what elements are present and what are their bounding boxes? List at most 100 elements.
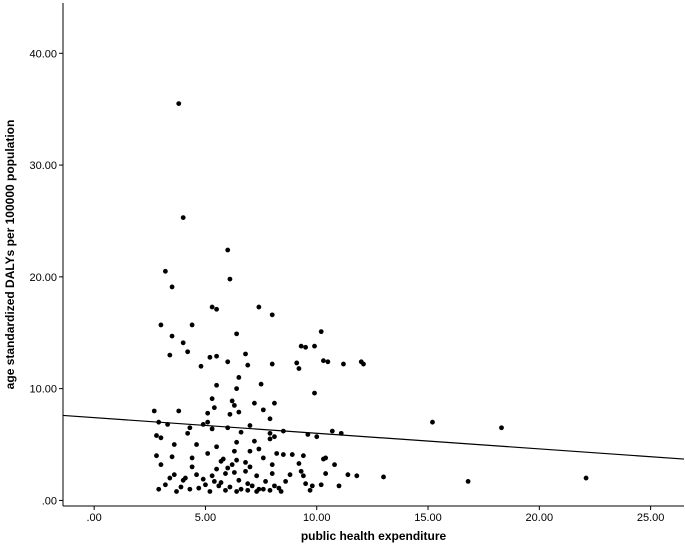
data-point: [178, 484, 184, 490]
data-point: [307, 487, 313, 493]
data-point: [234, 331, 240, 337]
data-point: [214, 306, 219, 312]
data-point: [303, 481, 309, 487]
data-point: [169, 333, 175, 339]
data-point: [294, 360, 300, 366]
data-point: [196, 485, 202, 491]
data-point: [354, 473, 360, 479]
data-point: [465, 479, 471, 484]
data-point: [185, 430, 191, 436]
data-point: [300, 473, 306, 479]
data-point: [323, 471, 329, 476]
data-point: [227, 484, 233, 490]
data-point: [267, 436, 273, 442]
data-point: [207, 489, 213, 494]
data-point: [207, 354, 213, 360]
data-point: [260, 455, 266, 461]
data-point: [225, 425, 231, 431]
data-point: [234, 439, 240, 445]
y-tick-label: 40.00: [29, 48, 57, 60]
data-point: [336, 483, 342, 489]
data-point: [323, 455, 329, 461]
data-point: [218, 458, 224, 464]
data-point: [151, 408, 157, 414]
data-point: [167, 352, 173, 358]
data-point: [180, 215, 186, 221]
data-point: [200, 422, 206, 427]
data-point: [280, 452, 286, 457]
data-point: [169, 454, 175, 460]
data-point: [252, 400, 257, 406]
y-axis-title: age standardized DALYs per 100000 popula…: [3, 120, 17, 390]
data-point: [298, 468, 304, 474]
data-point: [318, 329, 324, 335]
data-point: [287, 472, 293, 478]
data-point: [312, 343, 317, 349]
data-point: [321, 358, 326, 364]
data-point: [165, 422, 171, 427]
data-point: [247, 448, 253, 454]
data-point: [236, 375, 242, 380]
data-point: [171, 472, 177, 478]
data-point: [298, 343, 304, 349]
data-point: [158, 462, 164, 468]
data-point: [296, 366, 302, 371]
x-tick-label: 5.00: [195, 512, 216, 524]
data-point: [272, 483, 277, 489]
data-point: [194, 442, 199, 447]
data-point: [314, 434, 320, 440]
data-point: [200, 476, 206, 482]
data-point: [214, 382, 219, 388]
data-point: [189, 455, 195, 461]
data-point: [154, 433, 159, 438]
data-point: [229, 462, 235, 468]
data-point: [209, 473, 215, 479]
data-point: [256, 486, 262, 492]
x-axis-ticks: .00 5.00 10.00 15.00 20.00 25.00: [87, 506, 665, 524]
data-point: [227, 411, 233, 417]
data-point: [236, 409, 242, 415]
data-point: [260, 407, 266, 413]
data-point: [162, 268, 168, 274]
data-point: [225, 465, 231, 471]
data-point: [345, 472, 351, 478]
data-point: [231, 448, 237, 454]
data-point: [223, 471, 228, 476]
data-point: [209, 396, 215, 402]
data-point: [272, 434, 277, 440]
data-point: [272, 400, 277, 406]
data-point: [227, 276, 233, 282]
data-point: [203, 482, 208, 488]
data-point: [171, 442, 177, 447]
x-tick-label: .00: [87, 512, 102, 524]
data-point: [329, 428, 335, 434]
data-point: [499, 425, 504, 431]
data-point: [252, 438, 257, 444]
data-point: [245, 362, 251, 368]
data-point: [274, 451, 280, 456]
x-tick-label: 25.00: [637, 512, 665, 524]
data-points: [151, 101, 589, 494]
data-point: [312, 390, 317, 396]
data-point: [260, 486, 266, 492]
data-point: [158, 322, 164, 328]
data-point: [263, 479, 268, 484]
data-point: [236, 477, 242, 483]
data-point: [189, 464, 195, 470]
data-point: [211, 405, 217, 411]
data-point: [258, 381, 264, 387]
data-point: [247, 464, 253, 470]
data-point: [180, 340, 186, 346]
data-point: [218, 480, 224, 485]
data-point: [238, 429, 244, 435]
data-point: [583, 475, 589, 481]
data-point: [338, 430, 344, 436]
x-tick-label: 10.00: [303, 512, 331, 524]
data-point: [223, 487, 228, 493]
data-point: [289, 452, 295, 457]
data-point: [249, 483, 255, 489]
data-point: [283, 479, 288, 484]
data-point: [187, 425, 193, 431]
x-tick-label: 20.00: [526, 512, 554, 524]
data-point: [280, 428, 286, 434]
